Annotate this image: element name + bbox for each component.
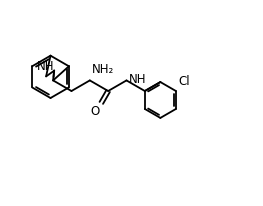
Text: NH₂: NH₂: [92, 63, 114, 76]
Text: NH: NH: [37, 60, 55, 73]
Text: O: O: [90, 105, 99, 118]
Text: NH: NH: [129, 73, 146, 86]
Text: Cl: Cl: [178, 75, 190, 88]
